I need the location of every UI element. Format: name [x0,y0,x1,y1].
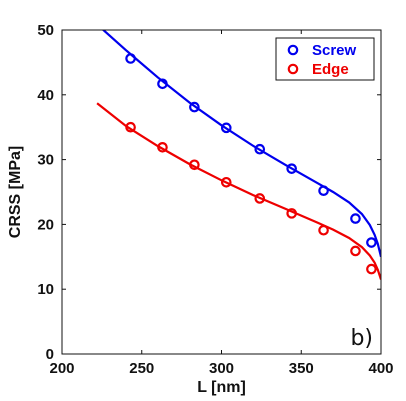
y-tick-label: 40 [37,87,54,104]
legend-marker-edge [287,63,299,75]
legend-marker-screw [287,44,299,56]
y-tick-label: 50 [37,22,54,39]
screw-data-point [350,213,361,224]
edge-data-point [318,224,329,236]
screw-data-point [366,237,377,248]
screw-data-point [189,101,200,113]
edge-data-point [125,121,136,133]
screw-data-point [318,185,329,197]
x-tick-label: 300 [209,360,234,377]
ticks-layer: 200 250 300 350 400 0 10 20 30 40 50 [37,22,393,377]
edge-data-point [157,141,168,153]
edge-data-point [366,263,377,275]
screw-fit-line [101,30,381,258]
edge-data-point [254,193,266,204]
screw-data-point [286,163,297,174]
series-layer [96,30,381,280]
series-edge [96,102,381,280]
edge-data-point [286,208,297,219]
screw-data-point [220,122,232,134]
legend: Screw Edge [275,37,375,81]
screw-data-point [157,78,168,90]
edge-data-point [220,176,232,188]
series-screw [101,30,381,258]
y-tick-label: 20 [37,216,54,233]
x-tick-label: 400 [368,360,393,377]
legend-label-edge: Edge [312,61,349,78]
y-tick-label: 30 [37,152,54,169]
x-axis-label: L [nm] [197,379,246,396]
screw-data-point [125,53,136,64]
edge-data-point [189,159,200,171]
y-tick-label: 10 [37,281,54,298]
x-tick-label: 200 [49,360,74,377]
edge-fit-line [96,102,381,280]
panel-label: b) [350,326,373,351]
screw-data-point [254,143,266,155]
x-tick-label: 350 [289,360,314,377]
legend-label-screw: Screw [312,42,357,59]
edge-data-point [350,245,361,257]
y-axis-label: CRSS [MPa] [7,146,24,238]
x-tick-label: 250 [129,360,154,377]
y-tick-label: 0 [46,346,54,363]
